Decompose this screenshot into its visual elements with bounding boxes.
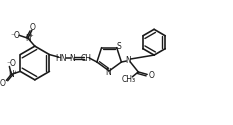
Text: +: + (12, 70, 17, 75)
Text: N: N (8, 70, 14, 79)
Text: N: N (125, 56, 131, 64)
Text: N: N (105, 68, 111, 77)
Text: ⁻O: ⁻O (6, 59, 16, 68)
Text: +: + (28, 33, 33, 38)
Text: S: S (116, 42, 121, 51)
Text: O: O (148, 71, 154, 80)
Text: N: N (70, 54, 75, 62)
Text: O: O (0, 79, 5, 88)
Text: HN: HN (55, 54, 66, 62)
Text: O: O (30, 23, 36, 32)
Text: CH₃: CH₃ (121, 75, 135, 84)
Text: ⁻O: ⁻O (10, 31, 20, 40)
Text: N: N (25, 34, 31, 43)
Text: CH: CH (81, 54, 92, 62)
